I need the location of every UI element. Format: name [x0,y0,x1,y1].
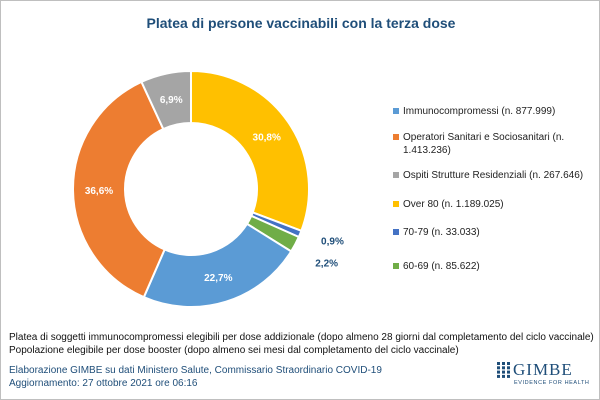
legend-item-operatori-sanitari-e-sociosanitari: Operatori Sanitari e Sociosanitari (n. 1… [393,131,598,157]
legend-label: Over 80 (n. 1.189.025) [403,199,504,210]
data-label-70-79: 0,9% [321,236,344,247]
footer: Elaborazione GIMBE su dati Ministero Sal… [9,364,429,390]
legend-label: 70-79 (n. 33.033) [403,227,480,238]
data-label-over-80: 30,8% [253,133,281,144]
gimbe-logo-tagline: EVIDENCE FOR HEALTH [514,380,590,386]
footer-updated: Aggiornamento: 27 ottobre 2021 ore 06:16 [9,378,198,389]
legend-label: Operatori Sanitari e Sociosanitari (n. 1… [403,132,565,156]
slice-over-80 [190,69,310,233]
legend-swatch [393,263,399,269]
slice-ospiti-strutture-residenziali [140,69,192,131]
legend-label: Ospiti Strutture Residenziali (n. 267.64… [403,170,584,181]
slice-immunocompromessi [142,222,293,308]
legend-swatch [393,108,399,114]
note-booster: Popolazione elegibile per dose booster (… [9,345,459,356]
legend-label: Immunocompromessi (n. 877.999) [403,106,556,117]
legend-item-70-79: 70-79 (n. 33.033) [393,226,598,239]
legend-item-over-80: Over 80 (n. 1.189.025) [393,198,598,211]
footer-source: Elaborazione GIMBE su dati Ministero Sal… [9,365,382,376]
legend-swatch [393,172,399,178]
legend-swatch [393,134,399,140]
legend-label: 60-69 (n. 85.622) [403,261,480,272]
legend-item-60-69: 60-69 (n. 85.622) [393,260,598,273]
data-label-immunocompromessi: 22,7% [204,273,232,284]
gimbe-logo-icon [497,362,510,378]
chart-title: Platea di persone vaccinabili con la ter… [146,15,456,31]
data-label-ospiti-strutture-residenziali: 6,9% [160,95,183,106]
legend-item-ospiti-strutture-residenziali: Ospiti Strutture Residenziali (n. 267.64… [393,169,598,182]
legend-swatch [393,201,399,207]
data-label-60-69: 2,2% [315,259,338,270]
notes: Platea di soggetti immunocompromessi ele… [9,331,594,357]
data-label-operatori-sanitari-e-sociosanitari: 36,6% [85,186,113,197]
note-immunocompromised: Platea di soggetti immunocompromessi ele… [9,332,594,343]
gimbe-logo: GIMBE EVIDENCE FOR HEALTH [497,360,597,393]
legend-item-immunocompromessi: Immunocompromessi (n. 877.999) [393,105,598,118]
gimbe-logo-name: GIMBE [513,360,573,379]
legend-swatch [393,229,399,235]
slice-operatori-sanitari-e-sociosanitari [72,80,166,299]
donut-chart: 30,8% 0,9% 2,2% 22,7% 36,6% 6,9% [72,69,344,308]
